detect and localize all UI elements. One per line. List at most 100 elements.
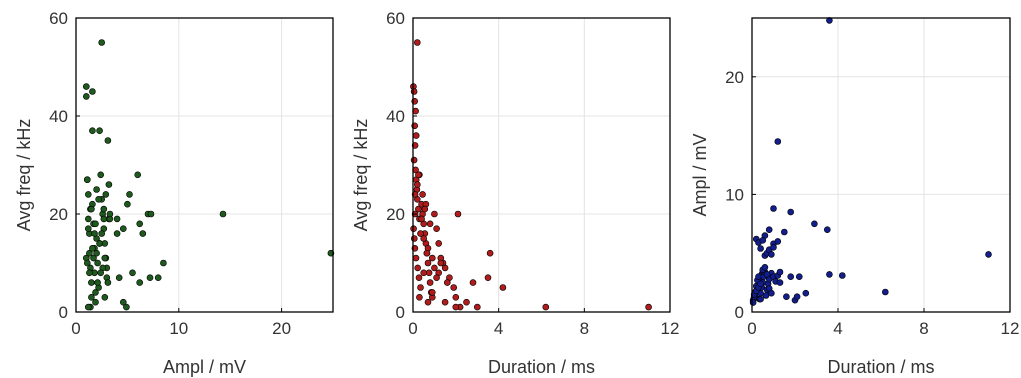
scatter-point bbox=[774, 138, 782, 145]
x-axis-label: Duration / ms bbox=[488, 357, 595, 377]
scatter-point bbox=[154, 274, 162, 282]
scatter-point bbox=[126, 191, 133, 198]
scatter-point bbox=[88, 205, 95, 213]
scatter-point bbox=[787, 208, 795, 216]
scatter-point bbox=[412, 254, 420, 262]
y-axis-label: Avg freq / kHz bbox=[351, 119, 371, 232]
x-tick-label: 0 bbox=[71, 319, 80, 338]
scatter-point bbox=[412, 132, 420, 139]
scatter-point bbox=[433, 274, 440, 282]
x-tick-label: 8 bbox=[580, 319, 589, 338]
y-tick-label: 40 bbox=[386, 107, 405, 126]
scatter-point bbox=[415, 171, 422, 179]
scatter-point bbox=[96, 240, 103, 247]
scatter-point bbox=[768, 289, 775, 297]
scatter-point bbox=[774, 238, 782, 245]
scatter-point bbox=[423, 249, 431, 257]
scatter-point bbox=[105, 181, 113, 188]
scatter-point bbox=[410, 88, 418, 95]
scatter-point bbox=[761, 263, 769, 271]
scatter-point bbox=[160, 259, 167, 267]
scatter-point bbox=[115, 274, 123, 282]
scatter-point bbox=[793, 293, 801, 301]
scatter-point bbox=[146, 274, 154, 282]
scatter-point bbox=[85, 191, 92, 198]
x-tick-label: 8 bbox=[919, 319, 928, 338]
scatter-point bbox=[136, 279, 143, 286]
x-tick-label: 4 bbox=[833, 319, 842, 338]
scatter-point bbox=[85, 303, 92, 311]
scatter-point bbox=[84, 259, 91, 267]
scatter-point bbox=[542, 303, 550, 311]
scatter-point bbox=[443, 279, 451, 286]
scatter-point bbox=[92, 298, 99, 306]
x-axis-label: Ampl / mV bbox=[163, 357, 246, 377]
y-tick-label: 40 bbox=[49, 107, 68, 126]
scatter-point bbox=[124, 200, 131, 208]
scatter-point bbox=[89, 88, 96, 95]
scatter-point bbox=[113, 215, 121, 223]
scatter-point bbox=[437, 259, 445, 267]
scatter-point bbox=[770, 205, 777, 212]
scatter-points bbox=[749, 17, 992, 306]
scatter-point bbox=[120, 298, 127, 306]
scatter-point bbox=[431, 210, 438, 218]
scatter-point bbox=[120, 225, 127, 232]
scatter-point bbox=[420, 235, 428, 242]
x-tick-label: 0 bbox=[408, 319, 417, 338]
scatter-point bbox=[147, 210, 155, 218]
y-tick-label: 0 bbox=[59, 303, 68, 322]
scatter-point bbox=[838, 272, 846, 279]
scatter-point bbox=[102, 191, 110, 198]
scatter-point bbox=[419, 191, 426, 198]
x-tick-label: 0 bbox=[747, 319, 756, 338]
scatter-point bbox=[83, 93, 90, 100]
y-axis-label: Ampl / mV bbox=[690, 133, 710, 216]
scatter-point bbox=[783, 293, 790, 301]
y-tick-label: 20 bbox=[49, 205, 68, 224]
axes-frame bbox=[751, 17, 1011, 313]
scatter-point bbox=[418, 215, 425, 223]
scatter-point bbox=[86, 249, 93, 257]
scatter-point bbox=[94, 279, 101, 286]
scatter-point bbox=[86, 269, 93, 277]
scatter-point bbox=[113, 230, 121, 237]
scatter-point bbox=[219, 210, 227, 218]
scatter-point bbox=[787, 273, 795, 281]
scatter-point bbox=[415, 274, 423, 282]
scatter-point bbox=[413, 39, 421, 46]
scatter-points bbox=[83, 39, 335, 311]
y-axis-label: Avg freq / kHz bbox=[14, 119, 34, 232]
scatter-point bbox=[93, 186, 100, 193]
scatter-point bbox=[486, 249, 494, 257]
scatter-point bbox=[414, 264, 422, 272]
scatter-point bbox=[826, 271, 833, 278]
scatter-point bbox=[123, 303, 130, 311]
scatter-point bbox=[420, 269, 428, 277]
scatter-point bbox=[417, 284, 424, 291]
scatter-point bbox=[985, 251, 992, 258]
scatter-point bbox=[452, 303, 460, 311]
x-tick-label: 12 bbox=[661, 319, 680, 338]
scatter-point bbox=[757, 245, 764, 252]
scatter-point bbox=[421, 205, 429, 213]
y-tick-label: 60 bbox=[386, 9, 405, 28]
scatter-point bbox=[97, 269, 104, 277]
scatter-point bbox=[97, 171, 104, 179]
x-axis-label: Duration / ms bbox=[827, 357, 934, 377]
plot-panel-ampl-vs-freq: 0 10 20 0 20 40 60 Ampl / mV Avg freq / kHz bbox=[14, 9, 335, 377]
scatter-point bbox=[426, 279, 434, 286]
scatter-point bbox=[85, 225, 92, 232]
scatter-point bbox=[415, 205, 422, 213]
scatter-point bbox=[757, 280, 764, 288]
scatter-point bbox=[441, 298, 449, 306]
scatter-point bbox=[433, 225, 440, 232]
scatter-point bbox=[759, 237, 767, 244]
scatter-point bbox=[428, 254, 436, 262]
scatter-point bbox=[104, 137, 112, 144]
scatter-point bbox=[499, 284, 507, 291]
scatter-point bbox=[88, 279, 95, 286]
scatter-point bbox=[98, 230, 105, 237]
scatter-point bbox=[765, 226, 773, 233]
scatter-point bbox=[85, 215, 92, 223]
